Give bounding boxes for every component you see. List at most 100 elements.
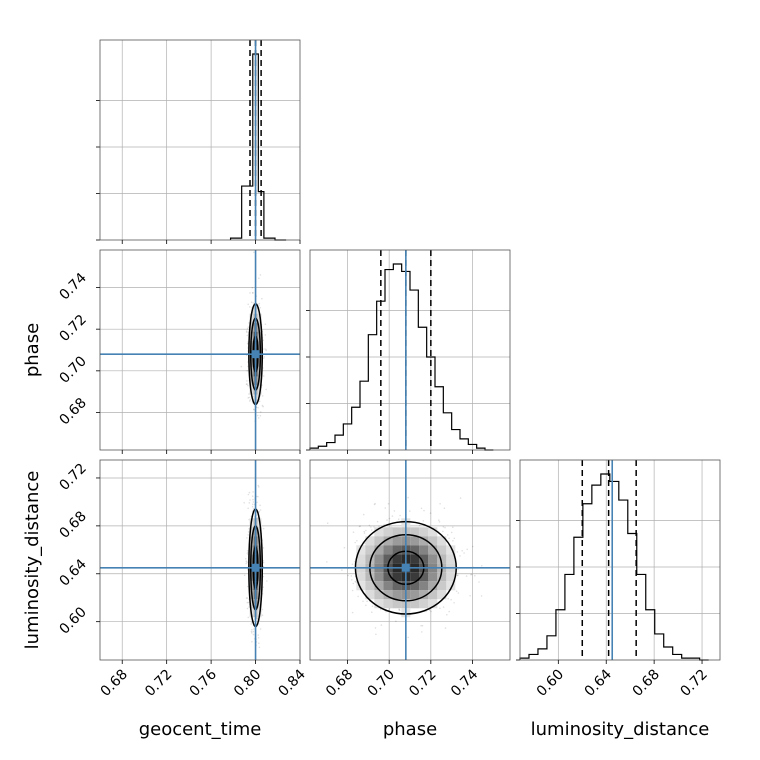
density-cell [374, 545, 384, 555]
sample-point [421, 624, 424, 627]
density-cell [356, 545, 366, 555]
sample-point [249, 399, 252, 401]
sample-point [371, 605, 374, 607]
sample-point [261, 673, 263, 675]
sample-point [258, 510, 261, 513]
sample-point [262, 575, 265, 578]
xtick-label: 0.68 [98, 667, 131, 700]
sample-point [407, 496, 409, 499]
sample-point [248, 491, 251, 494]
density-cell [374, 554, 384, 564]
sample-point [248, 396, 250, 399]
sample-point [251, 291, 254, 294]
sample-point [258, 302, 261, 305]
sample-point [264, 334, 267, 336]
sample-point [262, 586, 265, 588]
density-cell [356, 572, 366, 582]
sample-point [442, 526, 445, 528]
sample-point [362, 513, 365, 516]
sample-point [247, 303, 249, 306]
sample-point [457, 568, 459, 571]
density-cell [383, 545, 393, 555]
density-cell [419, 554, 429, 564]
sample-point [259, 628, 262, 630]
sample-point [474, 574, 476, 577]
sample-point [326, 522, 329, 524]
sample-point [452, 540, 454, 542]
sample-point [470, 573, 472, 576]
sample-point [247, 507, 249, 510]
sample-point [259, 509, 262, 511]
sample-point [384, 507, 387, 509]
sample-point [472, 545, 474, 548]
sample-point [246, 585, 249, 588]
sample-point [247, 397, 249, 399]
sample-point [245, 597, 248, 599]
sample-point [450, 598, 452, 601]
sample-point [265, 349, 267, 352]
sample-point [253, 251, 255, 254]
sample-point [365, 604, 367, 607]
sample-point [350, 575, 353, 577]
sample-point [257, 406, 259, 409]
sample-point [258, 277, 260, 280]
ytick-label: 0.70 [56, 353, 89, 386]
sample-point [421, 631, 423, 633]
sample-point [249, 292, 251, 294]
density-cell [374, 536, 384, 546]
sample-point [246, 334, 249, 337]
panel-frame [519, 459, 721, 661]
sample-point [429, 512, 432, 514]
panel-frame [99, 249, 301, 451]
sample-point [251, 629, 253, 631]
density-cell [428, 572, 438, 582]
xtick-label: 0.60 [534, 667, 567, 700]
density-cell [374, 590, 384, 600]
truth-marker [401, 563, 410, 572]
density-cell [410, 599, 420, 609]
density-cell [428, 545, 438, 555]
sample-point [439, 607, 441, 609]
sample-point [266, 580, 268, 582]
sample-point [245, 562, 247, 565]
density-cell [365, 554, 375, 564]
xtick-label: 0.68 [630, 667, 663, 700]
density-cell [428, 599, 438, 609]
sample-point [450, 531, 453, 534]
sample-point [252, 507, 255, 510]
sample-point [259, 411, 262, 413]
sample-point [461, 550, 464, 552]
hist-panel-phase [306, 249, 511, 451]
density-cell [428, 527, 438, 537]
sample-point [261, 614, 264, 616]
sample-point [368, 524, 371, 527]
sample-point [455, 590, 458, 593]
density-cell [392, 527, 402, 537]
ylabel-phase: phase [22, 323, 43, 377]
sample-point [447, 597, 450, 600]
sample-point [246, 607, 249, 610]
sample-point [399, 609, 401, 611]
sample-point [469, 595, 471, 597]
density-cell [383, 527, 393, 537]
sample-point [248, 502, 251, 504]
density-cell [419, 572, 429, 582]
sample-point [391, 515, 394, 517]
sample-point [378, 525, 380, 528]
sample-point [248, 606, 250, 608]
sample-point [265, 388, 267, 391]
sample-point [356, 540, 358, 542]
sample-point [246, 343, 249, 345]
panel-frame [309, 249, 511, 451]
ytick-label: 0.68 [56, 508, 89, 541]
sample-point [351, 579, 353, 581]
sample-point [370, 526, 372, 528]
sample-point [246, 331, 248, 334]
sample-point [352, 531, 355, 533]
sample-point [423, 509, 425, 512]
sample-point [252, 302, 255, 304]
density-cell [257, 322, 262, 332]
sample-point [256, 501, 258, 504]
sample-point [262, 405, 265, 408]
